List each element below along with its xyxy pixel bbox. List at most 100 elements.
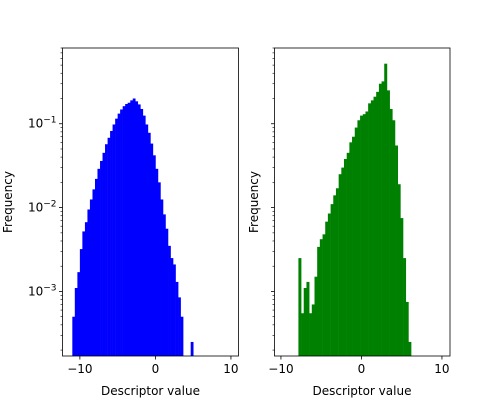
histogram-bar bbox=[330, 204, 334, 356]
histogram-bar bbox=[92, 189, 96, 356]
x-tick-label: 10 bbox=[434, 362, 449, 376]
x-tick-label: −10 bbox=[67, 362, 92, 376]
x-axis-label-right: Descriptor value bbox=[313, 384, 412, 398]
x-ticks-left: −10 0 10 bbox=[67, 356, 239, 376]
histogram-bar bbox=[89, 199, 93, 356]
x-tick-label: 10 bbox=[223, 362, 238, 376]
histogram-bar bbox=[303, 287, 307, 356]
histogram-bar bbox=[137, 104, 141, 356]
histogram-bar bbox=[360, 115, 364, 356]
histogram-bar bbox=[107, 137, 111, 356]
histogram-bar bbox=[317, 246, 321, 356]
histogram-bar bbox=[160, 199, 164, 356]
histogram-bar bbox=[82, 231, 86, 356]
histogram-bar bbox=[120, 109, 123, 357]
histogram-bar bbox=[392, 120, 396, 356]
y-tick-label: 10−3 bbox=[28, 283, 57, 298]
histogram-bar bbox=[362, 114, 366, 357]
x-axis-label-left: Descriptor value bbox=[101, 384, 200, 398]
histogram-bar bbox=[408, 341, 412, 356]
x-tick-label: −10 bbox=[268, 362, 293, 376]
histogram-bar bbox=[150, 143, 154, 356]
histogram-bar bbox=[125, 103, 129, 356]
histogram-bar bbox=[135, 101, 139, 356]
histogram-bar bbox=[122, 106, 126, 356]
histogram-bar bbox=[352, 136, 356, 356]
histogram-bar bbox=[354, 127, 358, 356]
histogram-bar bbox=[79, 249, 83, 356]
x-tick-label: 0 bbox=[152, 362, 160, 376]
histogram-bar bbox=[145, 124, 149, 356]
histogram-bar bbox=[130, 100, 134, 356]
histogram-bar bbox=[311, 304, 315, 356]
histogram-bar bbox=[170, 258, 174, 356]
histogram-bar bbox=[142, 115, 146, 356]
histogram-bar bbox=[87, 209, 91, 356]
histogram-bar bbox=[301, 313, 305, 356]
histogram-bar bbox=[365, 111, 369, 356]
histogram-bar bbox=[115, 118, 118, 357]
histogram-bar bbox=[325, 221, 329, 356]
histogram-bar bbox=[327, 213, 331, 356]
histogram-bar bbox=[395, 145, 398, 356]
histogram-bar bbox=[370, 100, 374, 356]
histogram-bar bbox=[162, 214, 166, 356]
histogram-bar bbox=[357, 120, 361, 356]
histogram-bar bbox=[72, 316, 76, 356]
plot-frame-left bbox=[62, 47, 239, 357]
histogram-bars-right bbox=[298, 63, 412, 357]
histogram-bar bbox=[157, 182, 161, 356]
y-axis-label-right: Frequency bbox=[247, 171, 261, 233]
histogram-bar bbox=[405, 301, 409, 356]
histogram-bar bbox=[306, 281, 310, 356]
histogram-bar bbox=[338, 174, 342, 356]
histogram-bar bbox=[381, 81, 385, 357]
histogram-bar bbox=[190, 341, 194, 356]
histogram-bar bbox=[102, 152, 106, 356]
histogram-bar bbox=[97, 168, 101, 356]
histogram-bar bbox=[319, 239, 323, 356]
histogram-bars-left bbox=[72, 98, 194, 357]
histogram-bar bbox=[105, 144, 108, 356]
histogram-bar bbox=[77, 272, 81, 356]
y-tick-label: 10−2 bbox=[28, 200, 57, 215]
histogram-bar bbox=[341, 167, 345, 356]
histogram-bar bbox=[140, 108, 144, 356]
histogram-bar bbox=[74, 287, 78, 356]
histogram-bar bbox=[180, 316, 184, 356]
histogram-bar bbox=[117, 113, 121, 357]
histogram-bar bbox=[127, 102, 131, 357]
histogram-bar bbox=[309, 313, 313, 356]
histogram-bar bbox=[389, 108, 393, 356]
histogram-bar bbox=[397, 184, 401, 356]
plot-frame-right bbox=[274, 47, 451, 357]
histogram-bar bbox=[178, 297, 181, 356]
panel-right: −10 0 10 Descriptor value Frequency bbox=[247, 47, 451, 398]
histogram-bar bbox=[152, 155, 156, 356]
histogram-bar bbox=[173, 264, 176, 356]
histogram-bar bbox=[112, 124, 116, 356]
histogram-bar bbox=[110, 130, 113, 356]
histogram-bar bbox=[376, 91, 380, 356]
histogram-bar bbox=[403, 258, 407, 356]
histogram-bar bbox=[94, 178, 98, 356]
histogram-bar bbox=[400, 218, 404, 356]
panel-left: −10 0 10 10−1 10−2 10−3 Descriptor value Fre… bbox=[1, 47, 239, 398]
histogram-bar bbox=[368, 103, 372, 356]
histogram-bar bbox=[168, 245, 171, 356]
histogram-bar bbox=[349, 142, 353, 356]
histogram-bar bbox=[373, 96, 377, 357]
y-ticks-right bbox=[271, 47, 275, 351]
histogram-bar bbox=[175, 281, 179, 356]
x-tick-label: 0 bbox=[358, 362, 366, 376]
y-axis-label-left: Frequency bbox=[1, 171, 15, 233]
histogram-bar bbox=[384, 63, 388, 356]
histogram-bar bbox=[155, 168, 159, 356]
histogram-bar bbox=[333, 195, 337, 356]
x-ticks-right: −10 0 10 bbox=[268, 356, 450, 376]
histogram-bar bbox=[298, 258, 302, 356]
histogram-bar bbox=[314, 276, 318, 356]
histogram-bar bbox=[335, 188, 339, 356]
histogram-bar bbox=[346, 152, 350, 356]
